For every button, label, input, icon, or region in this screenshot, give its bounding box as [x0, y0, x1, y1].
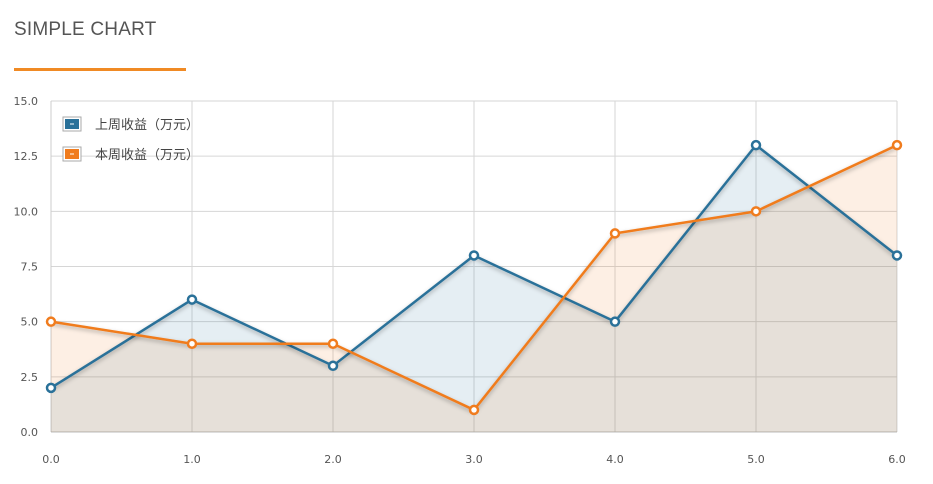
data-point[interactable]: [468, 404, 480, 416]
legend-label: 本周收益（万元）: [95, 148, 199, 163]
y-tick-label: 0.0: [21, 426, 39, 439]
data-point[interactable]: [609, 316, 621, 327]
x-tick-label: 4.0: [606, 453, 624, 466]
series-area: [51, 145, 897, 432]
data-point[interactable]: [468, 250, 480, 261]
data-point[interactable]: [609, 228, 621, 239]
grid-lines: [50, 100, 898, 433]
series-points: [45, 139, 903, 416]
x-tick-label: 2.0: [324, 453, 342, 466]
series-areas: [51, 145, 897, 432]
x-tick-label: 5.0: [747, 453, 765, 466]
y-tick-label: 7.5: [21, 261, 39, 274]
y-axis-ticks: 0.0 2.5 5.0 7.5 10.0 12.5 15.0: [14, 95, 39, 439]
x-axis-ticks: 0.0 1.0 2.0 3.0 4.0 5.0 6.0: [42, 453, 906, 466]
data-point[interactable]: [750, 139, 762, 151]
series-area: [51, 145, 897, 432]
x-tick-label: 1.0: [183, 453, 201, 466]
y-tick-label: 2.5: [21, 371, 39, 384]
legend: 上周收益（万元） 本周收益（万元）: [62, 116, 199, 163]
x-tick-label: 3.0: [465, 453, 483, 466]
y-tick-label: 12.5: [14, 150, 39, 163]
data-point[interactable]: [327, 360, 339, 372]
x-tick-label: 0.0: [42, 453, 60, 466]
data-point[interactable]: [327, 338, 339, 349]
page-title: SIMPLE CHART: [14, 19, 157, 40]
data-point[interactable]: [186, 338, 198, 349]
data-point[interactable]: [750, 206, 762, 217]
data-point[interactable]: [891, 139, 903, 151]
title-underline: [14, 68, 186, 71]
data-point[interactable]: [891, 250, 903, 261]
x-tick-label: 6.0: [888, 453, 906, 466]
y-tick-label: 15.0: [14, 95, 39, 108]
data-point[interactable]: [186, 294, 198, 305]
y-tick-label: 5.0: [21, 316, 39, 329]
data-point[interactable]: [45, 316, 57, 327]
legend-label: 上周收益（万元）: [95, 118, 199, 133]
y-tick-label: 10.0: [14, 205, 39, 218]
data-point[interactable]: [45, 382, 57, 394]
